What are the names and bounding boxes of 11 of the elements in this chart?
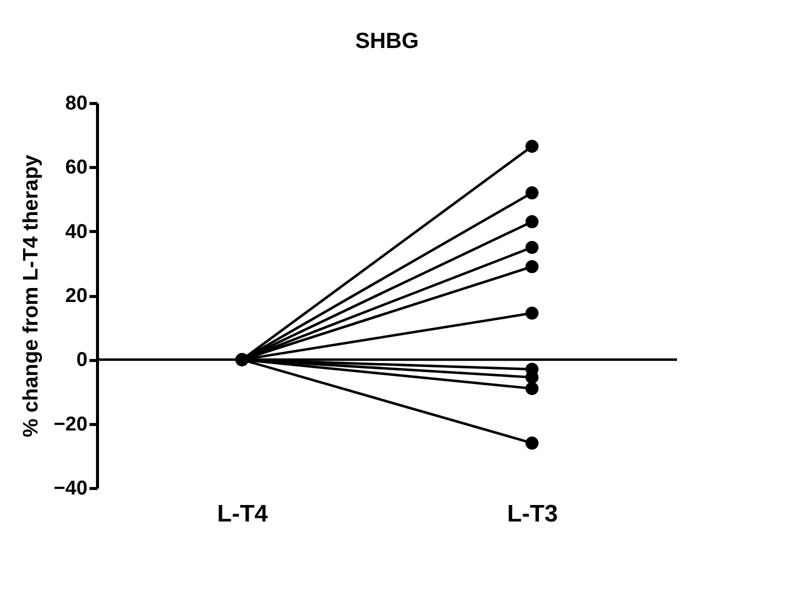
y-tick-label: −20 xyxy=(54,413,88,436)
y-tick-label: 40 xyxy=(65,220,88,243)
x-tick-label: L-T3 xyxy=(507,500,558,528)
y-axis-title: % change from L-T4 therapy xyxy=(20,154,43,438)
chart-title: SHBG xyxy=(355,28,419,53)
y-tick-label: −40 xyxy=(54,478,88,500)
x-tick-label: L-T4 xyxy=(217,500,268,528)
y-tick-label: 0 xyxy=(76,349,88,372)
y-tick-label: 60 xyxy=(65,156,88,179)
y-tick-label: 80 xyxy=(65,92,88,114)
y-tick-label: 20 xyxy=(65,285,88,307)
